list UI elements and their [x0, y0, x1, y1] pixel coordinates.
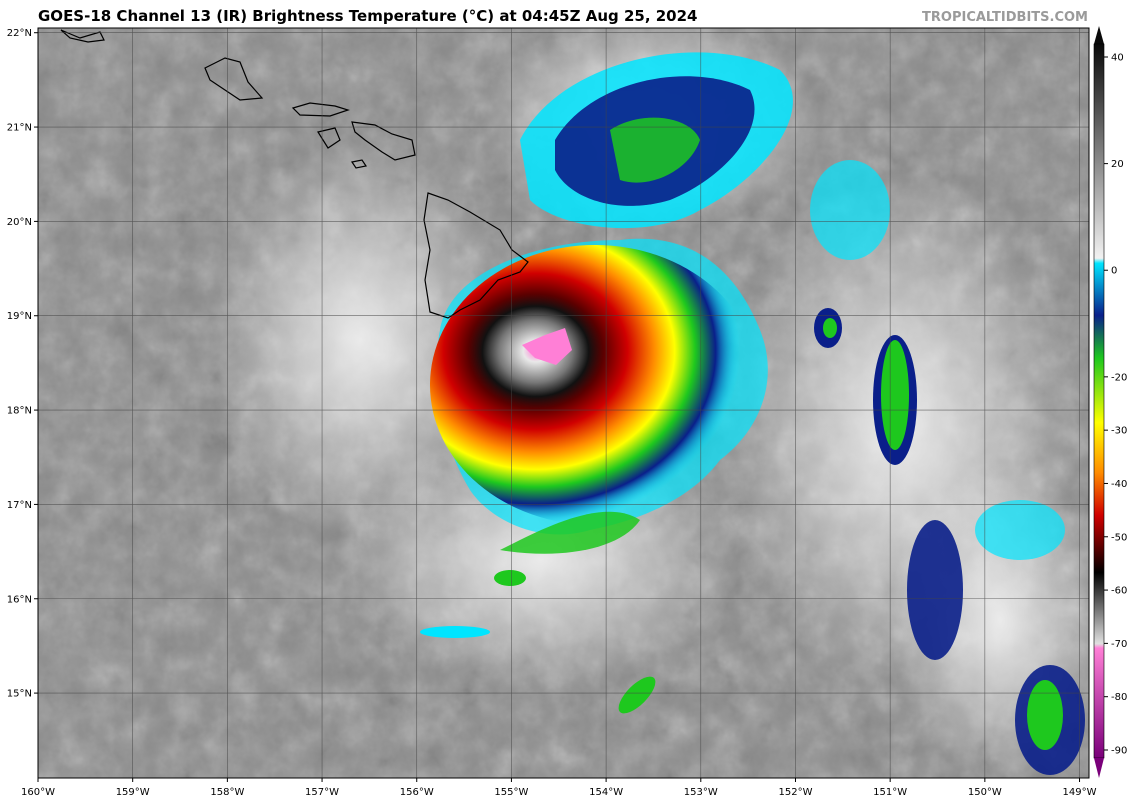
- longitude-label: 149°W: [1063, 787, 1097, 798]
- colorbar-label: 0: [1111, 266, 1117, 277]
- big-island-coastline: [423, 192, 529, 319]
- colorbar-label: -90: [1111, 746, 1127, 757]
- hawaii-coastlines: [60, 29, 529, 319]
- colorbar-bottom-arrow: [1094, 758, 1104, 778]
- colorbar-label: -20: [1111, 372, 1127, 383]
- latitude-label: 18°N: [7, 406, 32, 417]
- colorbar: 40 20 0 -20 -30 -40 -50 -60 -70 -80 -90: [1093, 26, 1127, 778]
- colorbar-label: -80: [1111, 692, 1127, 703]
- longitude-label: 158°W: [210, 787, 244, 798]
- map-panel: [38, 28, 1089, 778]
- eye-coldest-tops: [522, 328, 572, 365]
- kahoolawe-coastline: [351, 159, 367, 169]
- northern-band: [520, 52, 793, 229]
- latitude-label: 16°N: [7, 594, 32, 605]
- colorbar-label: -40: [1111, 479, 1127, 490]
- colorbar-labels: 40 20 0 -20 -30 -40 -50 -60 -70 -80 -90: [1104, 53, 1127, 757]
- longitude-label: 152°W: [778, 787, 812, 798]
- colorbar-top-arrow: [1094, 26, 1104, 44]
- latitude-label: 20°N: [7, 217, 32, 228]
- colorbar-label: 20: [1111, 159, 1124, 170]
- map-frame: [37, 27, 1090, 779]
- colorbar-label: -70: [1111, 639, 1127, 650]
- longitude-label: 160°W: [21, 787, 55, 798]
- hurricane-core: [430, 238, 768, 554]
- longitude-label: 157°W: [305, 787, 339, 798]
- colorbar-label: -30: [1111, 426, 1127, 437]
- latitude-label: 21°N: [7, 123, 32, 134]
- oahu-coastline: [204, 57, 264, 101]
- latitude-label: 19°N: [7, 311, 32, 322]
- longitude-labels: 160°W 159°W 158°W 157°W 156°W 155°W 154°W 153°W…: [21, 778, 1097, 798]
- latitude-label: 22°N: [7, 28, 32, 39]
- colorbar-label: -60: [1111, 586, 1127, 597]
- longitude-label: 155°W: [494, 787, 528, 798]
- colorbar-bar: [1093, 43, 1105, 759]
- watermark: TROPICALTIDBITS.COM: [922, 10, 1088, 25]
- map-title: GOES-18 Channel 13 (IR) Brightness Tempe…: [38, 7, 698, 25]
- latitude-labels: 22°N 21°N 20°N 19°N 18°N 17°N 16°N 15°N: [7, 28, 38, 700]
- longitude-label: 156°W: [400, 787, 434, 798]
- eastern-convection: [420, 160, 1085, 775]
- maui-coastline: [351, 121, 416, 161]
- latitude-label: 15°N: [7, 689, 32, 700]
- kauai-coastline: [60, 29, 105, 43]
- molokai-coastline: [291, 102, 350, 117]
- longitude-label: 154°W: [589, 787, 623, 798]
- lanai-coastline: [317, 127, 341, 149]
- colorbar-label: 40: [1111, 53, 1124, 64]
- latitude-label: 17°N: [7, 500, 32, 511]
- longitude-label: 153°W: [684, 787, 718, 798]
- colorbar-label: -50: [1111, 532, 1127, 543]
- longitude-label: 159°W: [116, 787, 150, 798]
- longitude-label: 150°W: [968, 787, 1002, 798]
- lat-lon-grid: [38, 28, 1089, 778]
- longitude-label: 151°W: [873, 787, 907, 798]
